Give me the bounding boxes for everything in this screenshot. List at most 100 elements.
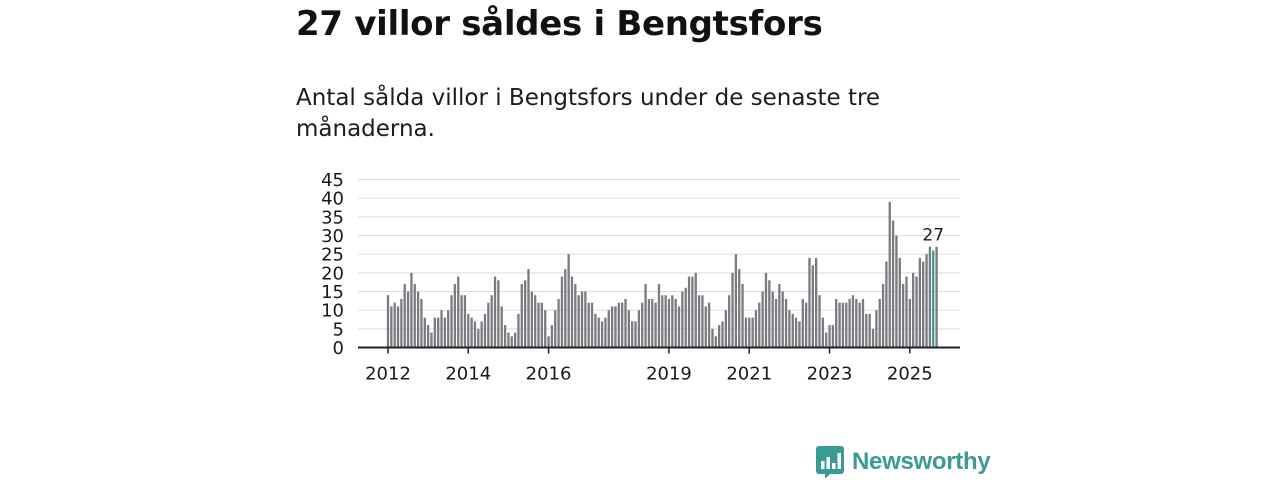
y-tick-label: 25: [321, 245, 344, 266]
x-tick-label: 2021: [726, 364, 772, 385]
bar: [631, 321, 634, 348]
bar: [420, 298, 423, 348]
bar: [885, 261, 888, 348]
bar: [627, 310, 630, 348]
bar: [741, 284, 744, 348]
y-tick-label: 20: [321, 263, 344, 284]
x-tick-label: 2014: [445, 364, 491, 385]
bar: [808, 257, 811, 348]
bar: [778, 284, 781, 348]
x-tick-label: 2019: [646, 364, 692, 385]
bar: [875, 310, 878, 348]
bar: [497, 280, 500, 348]
y-tick-label: 35: [321, 207, 344, 228]
bar: [711, 328, 714, 348]
bar: [748, 317, 751, 348]
y-tick-label: 0: [333, 338, 344, 359]
bar: [393, 302, 396, 348]
bar: [547, 336, 550, 348]
bar: [848, 298, 851, 348]
bar: [634, 321, 637, 348]
bar: [922, 261, 925, 348]
bar: [570, 276, 574, 348]
bar: [470, 317, 473, 348]
bar: [831, 325, 835, 348]
bar: [447, 310, 450, 348]
bar: [728, 295, 731, 348]
bar: [731, 272, 734, 348]
bar: [828, 325, 831, 348]
bar: [530, 291, 533, 348]
bar: [908, 298, 911, 348]
bar: [761, 291, 764, 348]
bar: [406, 291, 410, 348]
bar: [554, 310, 557, 348]
bar: [821, 317, 824, 348]
bar: [527, 269, 530, 348]
bar: [637, 310, 641, 348]
bar: [701, 295, 704, 348]
bar: [895, 235, 898, 348]
bar: [845, 302, 848, 348]
x-tick-label: 2023: [807, 364, 853, 385]
bar: [617, 302, 620, 348]
bar: [841, 302, 845, 348]
bar-chart-speech-bubble-icon: [816, 446, 844, 478]
chart-subtitle: Antal sålda villor i Bengtsfors under de…: [296, 85, 881, 142]
bar: [440, 310, 443, 348]
y-tick-label: 30: [321, 226, 344, 247]
bar: [784, 298, 788, 348]
bar: [871, 328, 875, 348]
bar: [490, 295, 493, 348]
brand-name: Newsworthy: [852, 448, 991, 475]
bar: [534, 295, 537, 348]
bar: [891, 220, 895, 348]
bar: [520, 284, 523, 348]
bar: [788, 310, 791, 348]
bar: [624, 298, 627, 348]
bar: [878, 298, 881, 348]
bar: [477, 328, 480, 348]
bar: [801, 298, 804, 348]
bar: [707, 302, 711, 348]
bar: [430, 332, 433, 348]
bar: [480, 321, 483, 348]
bar: [564, 269, 567, 348]
bar: [644, 284, 647, 348]
bar: [888, 201, 891, 348]
bar: [811, 265, 814, 348]
bar: [473, 321, 477, 348]
bar: [677, 306, 681, 348]
x-tick-label: 2016: [526, 364, 572, 385]
y-tick-label: 10: [321, 301, 344, 322]
bar: [467, 313, 470, 348]
bar: [744, 317, 748, 348]
bar: [483, 313, 487, 348]
bar: [457, 276, 460, 348]
bar: [580, 291, 584, 348]
bar: [443, 317, 447, 348]
bar: [681, 291, 684, 348]
bar: [898, 257, 901, 348]
bar: [604, 317, 607, 348]
bar: [838, 302, 841, 348]
y-tick-label: 5: [333, 319, 344, 340]
bar: [607, 310, 610, 348]
bar: [781, 291, 784, 348]
bar: [597, 317, 600, 348]
bar: [463, 295, 467, 348]
bar: [453, 284, 457, 348]
bar: [503, 325, 507, 348]
bar: [574, 284, 577, 348]
bar: [718, 325, 721, 348]
bar: [426, 325, 430, 348]
bar: [751, 317, 754, 348]
bar: [754, 310, 758, 348]
bar: [855, 298, 858, 348]
bar: [881, 284, 885, 348]
y-tick-label: 40: [321, 189, 344, 210]
bar: [567, 254, 570, 348]
bar: [610, 306, 614, 348]
bar: [667, 298, 671, 348]
